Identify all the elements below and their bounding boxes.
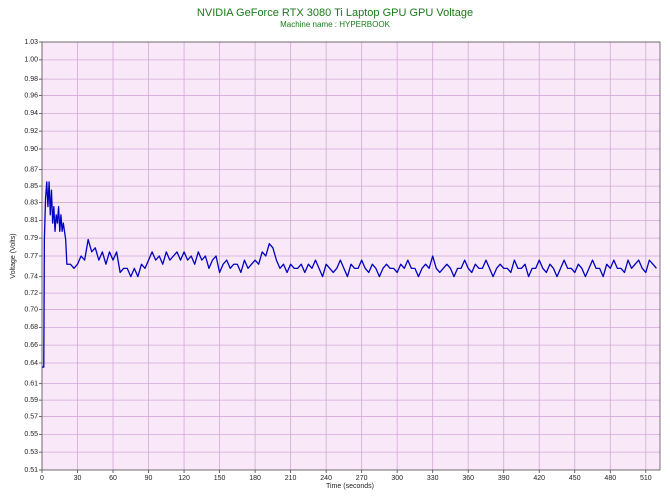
- x-tick-label: 270: [356, 475, 368, 482]
- x-axis-label: Time (seconds): [326, 483, 374, 490]
- x-tick-label: 420: [533, 475, 545, 482]
- x-tick-label: 360: [462, 475, 474, 482]
- x-tick-label: 300: [391, 475, 403, 482]
- x-tick-label: 30: [74, 475, 82, 482]
- y-tick-label: 0.92: [24, 128, 38, 135]
- x-tick-label: 480: [604, 475, 616, 482]
- y-tick-label: 0.83: [24, 199, 38, 206]
- x-tick-label: 510: [640, 475, 652, 482]
- x-tick-label: 240: [320, 475, 332, 482]
- x-tick-label: 210: [285, 475, 297, 482]
- y-tick-label: 0.77: [24, 253, 38, 260]
- y-tick-label: 0.72: [24, 290, 38, 297]
- x-tick-label: 90: [145, 475, 153, 482]
- x-tick-label: 180: [249, 475, 261, 482]
- x-tick-label: 330: [427, 475, 439, 482]
- x-tick-label: 150: [214, 475, 226, 482]
- x-tick-label: 120: [178, 475, 190, 482]
- x-tick-label: 0: [40, 475, 44, 482]
- y-tick-label: 1.03: [24, 39, 38, 46]
- y-tick-label: 0.81: [24, 217, 38, 224]
- x-tick-label: 390: [498, 475, 510, 482]
- y-tick-label: 0.64: [24, 360, 38, 367]
- plot-border: [41, 41, 661, 471]
- chart-title: NVIDIA GeForce RTX 3080 Ti Laptop GPU GP…: [197, 7, 473, 19]
- data-line: [42, 181, 657, 368]
- y-tick-label: 0.61: [24, 381, 38, 388]
- y-tick-label: 0.53: [24, 449, 38, 456]
- y-tick-label: 0.96: [24, 92, 38, 99]
- y-tick-label: 1.00: [24, 57, 38, 64]
- x-tick-label: 450: [569, 475, 581, 482]
- y-tick-label: 0.74: [24, 274, 38, 281]
- y-tick-label: 0.70: [24, 306, 38, 313]
- y-tick-label: 0.90: [24, 146, 38, 153]
- y-tick-label: 0.87: [24, 167, 38, 174]
- y-tick-label: 0.98: [24, 76, 38, 83]
- y-tick-label: 0.68: [24, 324, 38, 331]
- x-tick-label: 60: [109, 475, 117, 482]
- y-tick-label: 0.55: [24, 431, 38, 438]
- y-tick-label: 0.57: [24, 413, 38, 420]
- chart-subtitle: Machine name : HYPERBOOK: [280, 20, 390, 29]
- y-tick-label: 0.79: [24, 235, 38, 242]
- y-tick-label: 0.59: [24, 397, 38, 404]
- y-tick-label: 0.51: [24, 467, 38, 474]
- y-axis-label: Voltage (Volts): [10, 233, 17, 278]
- y-tick-label: 0.94: [24, 110, 38, 117]
- y-tick-label: 0.85: [24, 183, 38, 190]
- y-tick-label: 0.66: [24, 342, 38, 349]
